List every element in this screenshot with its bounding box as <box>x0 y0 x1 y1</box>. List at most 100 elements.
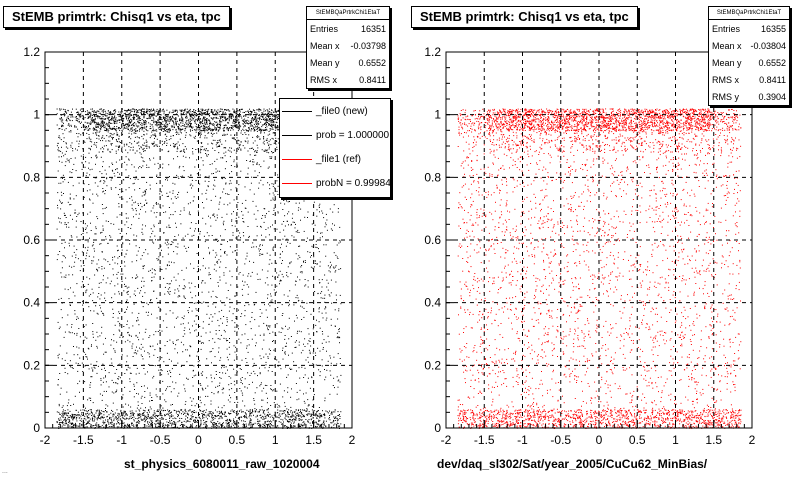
scatter-point <box>238 425 239 427</box>
scatter-point <box>235 126 237 128</box>
scatter-point <box>131 196 133 198</box>
scatter-point <box>145 123 147 125</box>
scatter-point <box>138 145 140 147</box>
scatter-point <box>231 127 233 129</box>
scatter-point <box>248 384 250 385</box>
scatter-point <box>65 257 66 259</box>
scatter-point <box>73 251 75 253</box>
scatter-point <box>257 135 259 137</box>
scatter-point <box>82 154 84 156</box>
scatter-point <box>244 125 246 127</box>
scatter-point <box>202 280 204 282</box>
scatter-point <box>155 331 157 333</box>
scatter-point <box>180 122 182 124</box>
scatter-point <box>271 389 273 391</box>
scatter-point <box>151 115 153 116</box>
scatter-point <box>242 426 244 428</box>
scatter-point <box>85 161 87 163</box>
scatter-point <box>260 225 261 227</box>
scatter-point <box>160 245 162 247</box>
scatter-point <box>193 419 195 421</box>
scatter-point <box>128 109 130 111</box>
scatter-point <box>105 425 107 427</box>
scatter-point <box>70 204 72 205</box>
scatter-point <box>125 426 127 428</box>
scatter-point <box>243 423 245 425</box>
scatter-point <box>84 336 86 338</box>
scatter-point <box>133 303 135 305</box>
scatter-point <box>235 116 237 117</box>
scatter-point <box>329 267 331 269</box>
scatter-point <box>217 140 219 142</box>
scatter-point <box>271 262 273 264</box>
scatter-point <box>159 381 161 383</box>
scatter-point <box>248 416 250 418</box>
scatter-point <box>254 140 256 142</box>
scatter-point <box>318 248 319 250</box>
scatter-point <box>217 425 219 427</box>
scatter-point <box>114 116 115 118</box>
scatter-point <box>101 110 103 112</box>
scatter-point <box>192 148 194 149</box>
scatter-point <box>248 423 250 425</box>
scatter-point <box>125 217 127 219</box>
scatter-point <box>96 418 98 420</box>
scatter-point <box>100 384 102 386</box>
scatter-point <box>253 246 255 248</box>
scatter-point <box>94 128 96 130</box>
scatter-point <box>161 417 163 419</box>
scatter-point <box>206 189 208 191</box>
scatter-point <box>69 410 71 412</box>
scatter-point <box>186 126 188 128</box>
scatter-point <box>252 200 254 202</box>
scatter-point <box>92 331 94 333</box>
scatter-point <box>247 173 249 175</box>
scatter-point <box>114 118 116 120</box>
scatter-point <box>277 194 279 195</box>
scatter-point <box>207 413 209 415</box>
scatter-point <box>169 176 170 178</box>
scatter-point <box>98 410 100 412</box>
scatter-point <box>128 132 130 134</box>
scatter-point <box>141 195 143 197</box>
scatter-point <box>317 292 319 294</box>
scatter-point <box>83 418 85 420</box>
scatter-point <box>245 358 247 359</box>
scatter-point <box>331 413 333 415</box>
scatter-point <box>96 216 98 218</box>
scatter-point <box>156 124 158 126</box>
scatter-point <box>100 120 102 122</box>
scatter-point <box>200 423 202 425</box>
scatter-point <box>238 413 239 415</box>
scatter-point <box>123 326 125 327</box>
scatter-point <box>177 141 179 143</box>
scatter-point <box>274 187 276 189</box>
scatter-point <box>333 204 335 206</box>
scatter-point <box>340 423 342 425</box>
scatter-point <box>58 422 60 424</box>
scatter-point <box>128 404 129 406</box>
scatter-point <box>213 133 215 134</box>
scatter-point <box>301 366 303 368</box>
scatter-point <box>339 414 340 415</box>
scatter-point <box>130 227 132 229</box>
scatter-point <box>156 123 158 125</box>
scatter-point <box>235 354 237 356</box>
scatter-point <box>63 193 64 194</box>
scatter-point <box>245 423 247 425</box>
scatter-point <box>212 422 214 424</box>
scatter-point <box>104 110 106 112</box>
scatter-point <box>165 115 167 117</box>
scatter-point <box>84 423 86 425</box>
scatter-point <box>230 397 232 399</box>
scatter-point <box>122 423 124 424</box>
scatter-point <box>316 331 318 332</box>
scatter-point <box>330 374 332 376</box>
scatter-point <box>250 124 252 126</box>
scatter-point <box>108 386 110 388</box>
scatter-point <box>128 108 129 110</box>
scatter-point <box>187 413 189 415</box>
scatter-point <box>187 417 189 419</box>
scatter-point <box>195 131 197 133</box>
scatter-point <box>82 132 84 134</box>
